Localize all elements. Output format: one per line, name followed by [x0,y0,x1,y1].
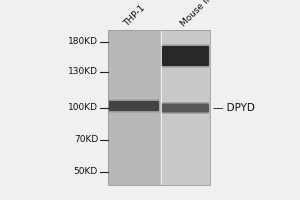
FancyBboxPatch shape [162,46,209,66]
Text: 50KD: 50KD [74,168,98,176]
Bar [162,30,210,185]
Text: 100KD: 100KD [68,104,98,112]
Bar [108,30,210,185]
FancyBboxPatch shape [109,99,160,112]
Text: — DPYD: — DPYD [213,103,255,113]
FancyBboxPatch shape [109,101,159,111]
Bar [108,30,160,185]
Text: 130KD: 130KD [68,68,98,76]
Text: Mouse liver: Mouse liver [178,0,222,28]
Text: 70KD: 70KD [74,136,98,144]
FancyBboxPatch shape [161,45,209,68]
Text: THP-1: THP-1 [122,3,147,28]
Text: 180KD: 180KD [68,38,98,46]
FancyBboxPatch shape [161,102,209,114]
FancyBboxPatch shape [162,104,209,112]
